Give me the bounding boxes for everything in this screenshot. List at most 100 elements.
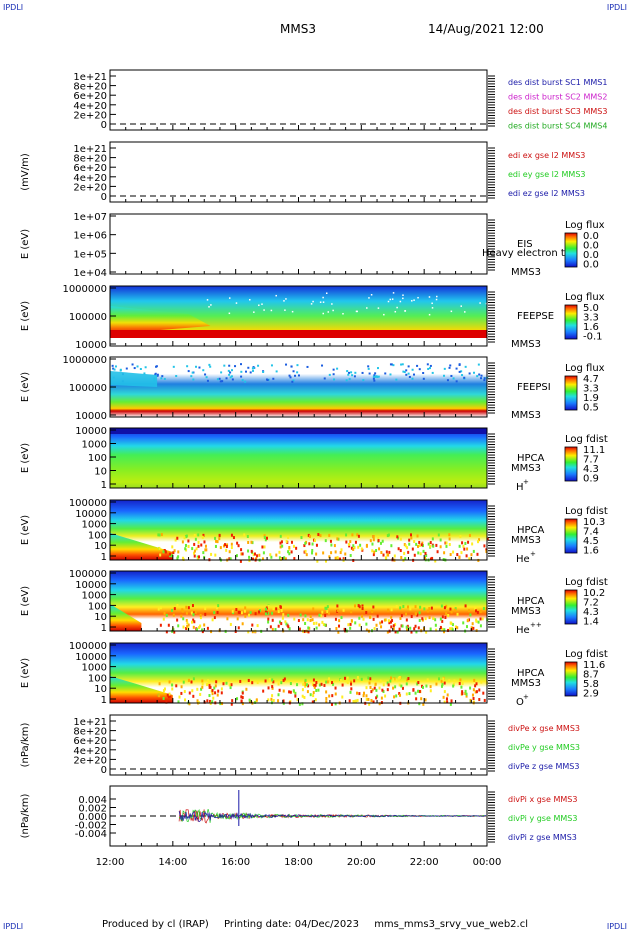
noise-pixel — [200, 543, 203, 547]
species-label: H — [516, 482, 524, 493]
noise-pixel — [402, 297, 404, 300]
x-tick-label: 14:00 — [158, 857, 187, 868]
noise-pixel — [469, 613, 472, 617]
noise-pixel — [225, 548, 228, 552]
noise-pixel — [294, 691, 297, 695]
noise-pixel — [450, 621, 453, 625]
y-axis-label: E (eV) — [20, 515, 31, 545]
noise-pixel — [271, 611, 274, 615]
noise-pixel — [345, 540, 348, 544]
noise-pixel — [340, 616, 343, 620]
noise-pixel — [172, 613, 175, 617]
noise-pixel — [396, 630, 399, 634]
noise-pixel — [432, 544, 435, 548]
colorbar — [564, 661, 578, 697]
y-tick-label: 6e+20 — [73, 736, 107, 747]
noise-pixel — [277, 693, 280, 697]
noise-pixel — [204, 373, 207, 376]
noise-pixel — [395, 678, 398, 682]
noise-pixel — [446, 379, 449, 382]
noise-pixel — [454, 607, 457, 611]
noise-pixel — [349, 554, 352, 558]
noise-pixel — [406, 628, 409, 632]
noise-pixel — [330, 551, 333, 555]
noise-pixel — [310, 303, 313, 305]
legend-entry: des dist burst SC2 MMS2 — [508, 93, 607, 102]
noise-pixel — [344, 552, 347, 556]
colorbar-tick-label: 0.0 — [583, 260, 599, 271]
noise-pixel — [219, 380, 222, 383]
noise-pixel — [450, 374, 453, 377]
noise-pixel — [240, 611, 243, 615]
noise-pixel — [342, 608, 345, 612]
noise-pixel — [452, 684, 455, 688]
noise-pixel — [207, 679, 210, 683]
noise-pixel — [479, 617, 482, 621]
noise-pixel — [166, 693, 169, 697]
noise-pixel — [377, 375, 380, 378]
noise-pixel — [403, 551, 406, 555]
noise-pixel — [229, 686, 232, 690]
noise-pixel — [405, 373, 408, 376]
noise-pixel — [315, 626, 318, 630]
noise-pixel — [374, 372, 377, 375]
y-tick-label: 10000 — [75, 580, 107, 591]
noise-pixel — [336, 537, 339, 541]
noise-pixel — [195, 547, 198, 551]
noise-pixel — [113, 368, 116, 371]
noise-pixel — [235, 302, 238, 304]
noise-pixel — [320, 682, 323, 686]
noise-pixel — [361, 371, 364, 374]
noise-pixel — [464, 365, 467, 368]
noise-pixel — [407, 550, 410, 554]
noise-pixel — [315, 681, 318, 685]
noise-pixel — [399, 693, 402, 697]
noise-pixel — [304, 614, 307, 618]
noise-pixel — [375, 623, 378, 627]
noise-pixel — [410, 630, 413, 634]
noise-pixel — [439, 617, 442, 621]
noise-pixel — [215, 680, 218, 684]
noise-pixel — [392, 364, 395, 367]
noise-pixel — [256, 680, 259, 684]
noise-pixel — [318, 683, 321, 687]
noise-pixel — [443, 628, 446, 632]
noise-pixel — [362, 617, 365, 621]
noise-pixel — [397, 676, 400, 680]
noise-pixel — [483, 544, 486, 548]
noise-pixel — [236, 697, 239, 701]
noise-pixel — [371, 609, 374, 613]
noise-pixel — [266, 536, 269, 540]
noise-pixel — [208, 694, 211, 698]
noise-pixel — [202, 533, 205, 537]
noise-pixel — [352, 699, 355, 703]
noise-pixel — [354, 699, 357, 703]
noise-pixel — [330, 702, 333, 706]
noise-pixel — [285, 622, 288, 626]
noise-pixel — [191, 620, 194, 624]
noise-pixel — [304, 549, 307, 553]
noise-pixel — [336, 367, 339, 370]
noise-pixel — [350, 680, 353, 684]
noise-pixel — [287, 535, 290, 539]
noise-pixel — [199, 616, 202, 620]
noise-pixel — [389, 620, 392, 624]
noise-pixel — [216, 606, 219, 610]
noise-pixel — [163, 611, 166, 615]
noise-pixel — [475, 682, 478, 686]
noise-pixel — [296, 364, 299, 367]
noise-pixel — [317, 688, 320, 692]
noise-pixel — [221, 702, 224, 706]
noise-pixel — [190, 680, 193, 684]
noise-pixel — [349, 622, 352, 626]
noise-pixel — [384, 694, 387, 698]
noise-pixel — [356, 676, 359, 680]
noise-pixel — [390, 625, 393, 629]
y-tick-label: 1e+06 — [73, 231, 107, 242]
noise-pixel — [473, 678, 476, 682]
noise-pixel — [474, 684, 477, 688]
colorbar-tick-label: 10.2 — [583, 588, 605, 599]
noise-pixel — [308, 542, 311, 546]
noise-pixel — [271, 686, 274, 690]
